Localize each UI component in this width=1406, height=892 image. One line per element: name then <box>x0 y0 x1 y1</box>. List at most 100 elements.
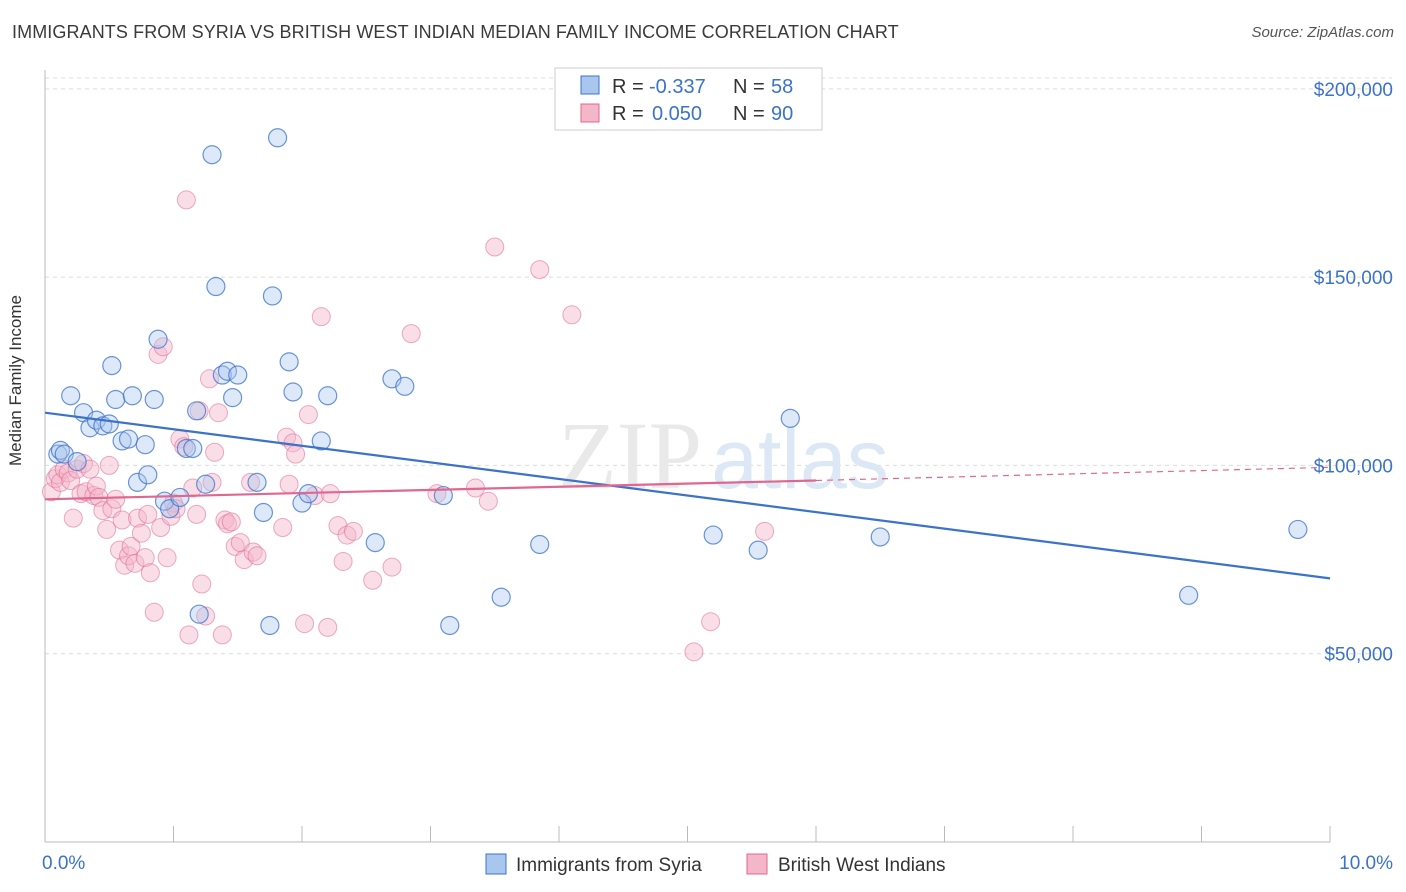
point-bwi-87 <box>684 642 704 662</box>
point-syria-45 <box>365 533 385 553</box>
y-tick-label-1: $100,000 <box>1314 456 1393 477</box>
stats-legend: R = -0.337 N = 58 R = 0.050 N = 90 <box>554 67 823 131</box>
point-bwi-63 <box>273 518 293 538</box>
point-syria-10 <box>102 356 122 376</box>
point-bwi-67 <box>286 444 306 464</box>
point-bwi-22 <box>112 510 132 530</box>
series-legend: Immigrants from Syria British West India… <box>485 853 946 876</box>
x-tick-label-0: 0.0% <box>42 853 85 874</box>
point-bwi-65 <box>279 474 299 494</box>
point-bwi-61 <box>243 542 263 562</box>
point-bwi-39 <box>166 499 186 519</box>
point-bwi-30 <box>138 504 158 524</box>
y-tick-labels: $50,000 $100,000 $150,000 $200,000 <box>1314 80 1393 666</box>
point-syria-54 <box>780 408 800 428</box>
point-syria-37 <box>262 286 283 306</box>
point-syria-53 <box>748 540 768 560</box>
y-tick-label-2: $150,000 <box>1314 268 1393 289</box>
bottom-legend-swatch-syria <box>485 853 507 875</box>
point-syria-19 <box>148 329 168 349</box>
point-bwi-71 <box>311 307 331 327</box>
point-syria-1 <box>50 440 71 460</box>
point-syria-23 <box>176 438 196 459</box>
point-syria-26 <box>189 604 209 624</box>
point-syria-4 <box>67 452 87 472</box>
legend-n-value-2: 90 <box>771 103 793 125</box>
point-bwi-7 <box>63 508 83 528</box>
point-bwi-85 <box>530 260 550 280</box>
point-bwi-57 <box>225 536 245 556</box>
point-bwi-42 <box>176 190 196 210</box>
point-syria-57 <box>1288 519 1308 540</box>
point-syria-47 <box>395 376 415 396</box>
point-bwi-88 <box>701 612 721 632</box>
point-syria-43 <box>311 431 331 451</box>
point-syria-3 <box>61 386 81 406</box>
point-bwi-75 <box>333 551 353 571</box>
legend-n-label-1: N = <box>733 76 765 98</box>
point-syria-33 <box>228 365 248 385</box>
watermark: ZIP atlas <box>558 402 889 509</box>
point-bwi-14 <box>86 476 106 496</box>
x-tick-labels: 0.0% 10.0% <box>42 853 1393 874</box>
point-bwi-73 <box>320 484 340 504</box>
point-bwi-27 <box>128 508 148 528</box>
legend-n-value-1: 58 <box>771 76 793 98</box>
point-syria-56 <box>1179 585 1199 605</box>
point-bwi-62 <box>247 546 267 566</box>
point-bwi-36 <box>157 548 177 568</box>
point-bwi-32 <box>144 602 164 622</box>
x-tick-label-1: 10.0% <box>1339 853 1393 874</box>
point-syria-22 <box>170 487 190 508</box>
point-syria-50 <box>491 587 511 607</box>
point-syria-14 <box>122 386 142 406</box>
point-bwi-17 <box>97 519 117 539</box>
legend-r-value-1: -0.337 <box>649 76 706 98</box>
point-syria-32 <box>223 388 243 408</box>
point-syria-25 <box>187 401 207 421</box>
point-bwi-51 <box>205 442 225 462</box>
point-bwi-76 <box>337 525 357 545</box>
point-syria-34 <box>247 472 267 492</box>
point-bwi-20 <box>106 489 126 509</box>
y-tick-label-0: $50,000 <box>1324 645 1393 666</box>
trend-line-bwi <box>44 479 817 501</box>
point-syria-29 <box>206 276 226 297</box>
point-bwi-6 <box>61 470 81 490</box>
point-bwi-69 <box>298 405 318 425</box>
point-bwi-86 <box>562 305 582 325</box>
point-syria-27 <box>196 474 216 494</box>
point-bwi-60 <box>241 472 261 492</box>
point-bwi-52 <box>208 403 228 423</box>
point-syria-11 <box>106 389 126 410</box>
point-bwi-47 <box>192 574 212 594</box>
point-syria-36 <box>260 615 280 636</box>
point-syria-28 <box>202 145 222 165</box>
point-bwi-79 <box>382 557 402 577</box>
watermark-atlas: atlas <box>711 412 888 506</box>
point-bwi-45 <box>187 504 207 524</box>
point-bwi-72 <box>318 617 338 637</box>
point-bwi-18 <box>99 455 119 475</box>
point-syria-18 <box>144 389 164 410</box>
trend-line-bwi-extension <box>815 466 1331 482</box>
point-syria-15 <box>127 472 148 492</box>
point-bwi-29 <box>135 548 155 568</box>
point-syria-35 <box>253 502 274 523</box>
y-tick-label-3: $200,000 <box>1314 80 1393 101</box>
point-bwi-80 <box>401 324 421 344</box>
point-bwi-54 <box>215 510 235 530</box>
point-syria-9 <box>99 414 119 434</box>
point-syria-49 <box>440 615 460 636</box>
bottom-legend-swatch-bwi <box>746 853 768 875</box>
point-syria-17 <box>138 465 158 485</box>
legend-r-value-2: 0.050 <box>652 103 702 125</box>
bottom-legend-label-syria: Immigrants from Syria <box>516 855 702 876</box>
legend-swatch-syria <box>580 75 600 95</box>
point-bwi-77 <box>343 521 363 541</box>
point-bwi-84 <box>485 237 505 257</box>
point-bwi-21 <box>110 540 130 560</box>
point-syria-13 <box>118 429 139 449</box>
trend-line-syria <box>44 411 1331 580</box>
